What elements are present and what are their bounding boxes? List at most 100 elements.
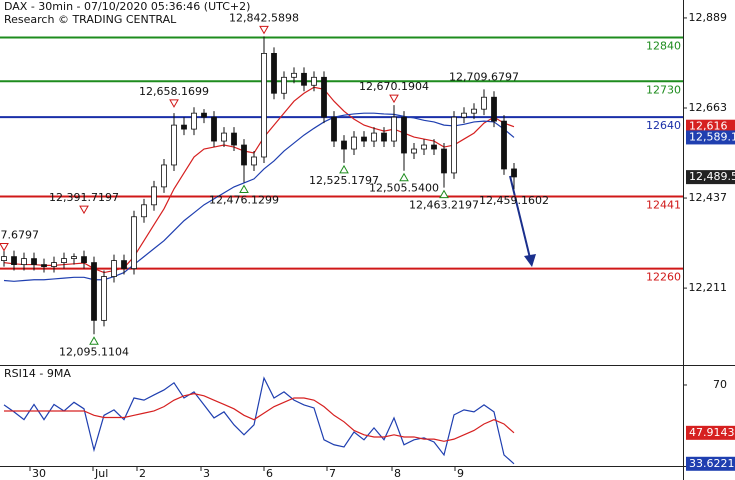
rsi-title: RSI14 - 9MA — [4, 367, 71, 380]
price-annotation: 12,095.1104 — [59, 345, 129, 358]
forecast-arrow — [509, 175, 536, 267]
x-tick-label: Jul — [94, 467, 108, 480]
price-tag — [686, 456, 735, 471]
candle-body — [461, 112, 467, 118]
y-tick-label: 12,437 — [689, 191, 728, 204]
price-annotation: 12,505.5400 — [369, 182, 439, 195]
candle-body — [351, 136, 357, 150]
candle-body — [231, 132, 237, 146]
level-label: 12640 — [646, 119, 681, 132]
price-tag-label: 33.6221 — [689, 457, 735, 470]
candle-body — [511, 168, 517, 178]
x-tick-label: 2 — [139, 467, 146, 480]
x-tick-label: 8 — [394, 467, 401, 480]
candle-body — [121, 260, 127, 269]
buy-marker — [399, 172, 409, 182]
candle-body — [381, 132, 387, 142]
candle-body — [21, 258, 27, 265]
series-line — [3, 112, 515, 282]
candle-body — [181, 124, 187, 130]
candle-body — [31, 258, 37, 265]
y-tick-label: 12,889 — [689, 11, 728, 24]
candle-body — [161, 164, 167, 188]
candle-body — [491, 96, 497, 122]
candle-body — [471, 108, 477, 114]
level-label: 12441 — [646, 198, 681, 211]
sell-marker — [169, 99, 179, 108]
price-annotation: 12,297.6797 — [0, 229, 39, 242]
candle-body — [71, 256, 77, 260]
candle-body — [371, 132, 377, 142]
candle-body — [111, 260, 117, 277]
candle-body — [411, 148, 417, 154]
level-label-bg — [648, 83, 682, 97]
buy-marker — [89, 336, 99, 345]
candle-body — [401, 116, 407, 154]
candle-body — [441, 148, 447, 174]
price-tag — [686, 119, 735, 134]
x-tick-label: 30 — [32, 467, 46, 480]
candle-body — [91, 262, 97, 321]
series-line — [3, 86, 515, 274]
level-label: 12730 — [646, 83, 681, 96]
price-annotation: 12,391.7197 — [49, 191, 119, 204]
candle-body — [41, 264, 47, 267]
candle-body — [51, 262, 57, 267]
x-tick-label: 7 — [329, 467, 336, 480]
level-label-bg — [648, 39, 682, 53]
level-label: 12840 — [646, 39, 681, 52]
price-annotation: 12,476.1299 — [209, 193, 279, 206]
candle-body — [451, 116, 457, 174]
y-tick-label: 12,211 — [689, 281, 728, 294]
price-annotation: 12,525.1797 — [309, 174, 379, 187]
candle-body — [241, 144, 247, 166]
candle-body — [201, 112, 207, 118]
buy-marker — [439, 189, 449, 199]
candle-body — [281, 76, 287, 94]
candle-body — [191, 112, 197, 130]
candle-body — [61, 258, 67, 263]
candle-body — [211, 116, 217, 142]
price-tag-label: 12,589.1 — [689, 130, 735, 143]
candle-body — [171, 124, 177, 166]
candle-body — [331, 116, 337, 142]
candle-body — [151, 186, 157, 206]
sell-marker — [0, 243, 9, 252]
price-tag-label: 12,489.5 — [689, 170, 735, 183]
buy-marker — [239, 184, 249, 193]
series-line — [3, 376, 515, 465]
candle-body — [311, 76, 317, 86]
candle-body — [501, 120, 507, 170]
y-tick-label: 12,663 — [689, 101, 728, 114]
candle-body — [131, 216, 137, 269]
series-line — [4, 393, 515, 442]
candle-body — [321, 76, 327, 118]
sell-marker — [79, 205, 89, 215]
header-title: DAX - 30min - 07/10/2020 05:36:46 (UTC+2… — [4, 0, 250, 13]
candle-body — [101, 276, 107, 321]
level-label-bg — [648, 270, 682, 284]
candle-body — [271, 52, 277, 94]
price-tag-label: 12,616 — [689, 120, 728, 133]
price-annotation: 12,658.1699 — [139, 85, 209, 98]
candle-body — [81, 256, 87, 263]
price-annotation: 12,670.1904 — [359, 80, 429, 93]
price-tag — [686, 170, 735, 185]
price-annotation: 12,463.2197 — [409, 199, 479, 212]
header-subtitle: Research © TRADING CENTRAL — [4, 13, 177, 26]
buy-marker — [339, 164, 349, 174]
candle-body — [261, 52, 267, 158]
candle-body — [361, 136, 367, 142]
price-annotation: 12,842.5898 — [229, 11, 299, 24]
level-label: 12260 — [646, 271, 681, 284]
candle-body — [301, 72, 307, 86]
candle-body — [431, 144, 437, 150]
price-annotation: 12,459.1602 — [479, 194, 549, 207]
price-tag — [686, 425, 735, 440]
candle-body — [251, 156, 257, 166]
price-annotation: 12,709.6797 — [449, 70, 519, 83]
x-tick-label: 9 — [457, 467, 464, 480]
sell-marker — [259, 25, 269, 35]
level-label-bg — [648, 198, 682, 212]
